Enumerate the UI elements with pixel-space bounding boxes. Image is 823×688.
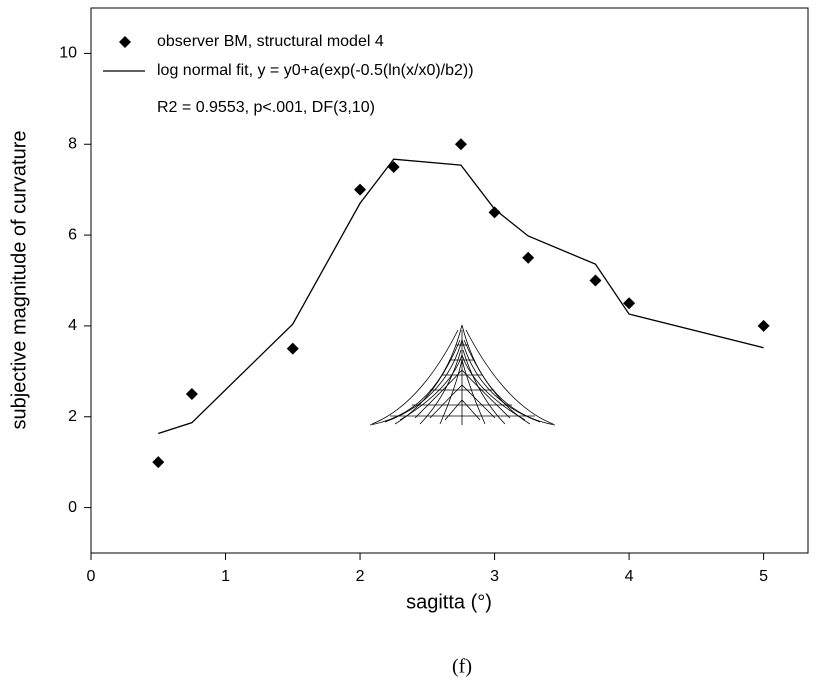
surface-illustration [369, 324, 556, 426]
data-point [152, 456, 165, 469]
y-tick-label: 0 [68, 499, 77, 516]
data-point [354, 183, 367, 196]
data-point [387, 160, 400, 173]
x-tick-label: 4 [625, 568, 634, 585]
data-point [454, 138, 467, 151]
y-tick-label: 10 [59, 45, 77, 62]
x-tick-label: 3 [490, 568, 499, 585]
x-tick-label: 5 [759, 568, 768, 585]
data-point [286, 342, 299, 355]
data-point [623, 297, 636, 310]
data-point [589, 274, 602, 287]
y-axis-title: subjective magnitude of curvature [8, 130, 30, 429]
x-tick-label: 2 [356, 568, 365, 585]
x-tick-label: 0 [87, 568, 96, 585]
data-point [488, 206, 501, 219]
caption: (f) [452, 656, 472, 678]
data-point [757, 319, 770, 332]
y-tick-label: 8 [68, 135, 77, 152]
annotation: R2 = 0.9553, p<.001, DF(3,10) [157, 99, 375, 116]
y-tick-label: 6 [68, 226, 77, 243]
data-point [522, 251, 535, 264]
legend-label: observer BM, structural model 4 [157, 33, 384, 50]
y-tick-label: 2 [68, 408, 77, 425]
legend-marker [119, 36, 131, 48]
x-axis-title: sagitta (°) [406, 591, 492, 613]
legend-label: log normal fit, y = y0+a(exp(-0.5(ln(x/x… [157, 62, 474, 79]
fit-line [158, 158, 764, 435]
data-point [185, 388, 198, 401]
y-tick-label: 4 [68, 317, 77, 334]
x-tick-label: 1 [221, 568, 230, 585]
plot-frame [90, 7, 809, 554]
